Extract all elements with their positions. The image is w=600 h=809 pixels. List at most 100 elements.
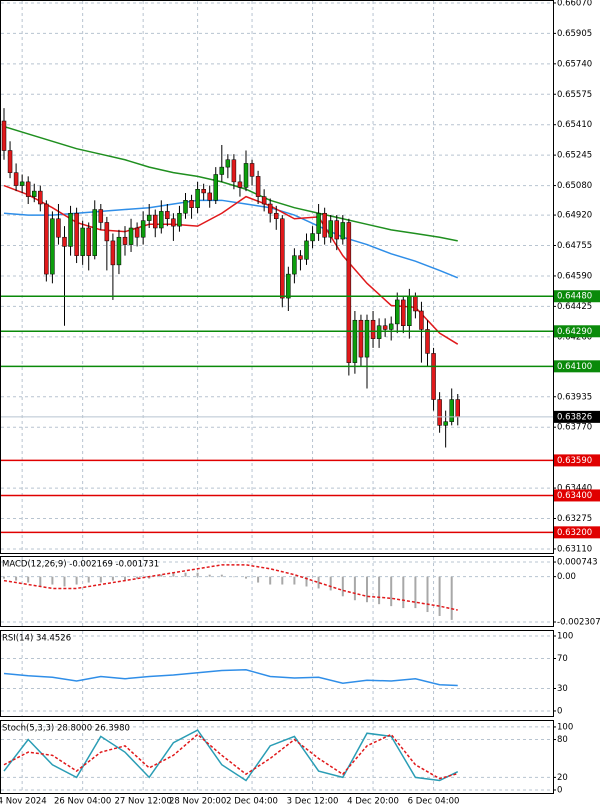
y-tick-label: 0.000743 <box>557 558 598 568</box>
level-label: 0.64100 <box>557 362 592 372</box>
panel-frame <box>0 0 554 554</box>
level-label: 0.64480 <box>557 292 592 302</box>
candle-body <box>286 273 291 299</box>
candle-body <box>388 323 394 330</box>
candle-body <box>195 189 200 208</box>
macd-bar <box>111 576 114 581</box>
macd-bar <box>257 576 260 583</box>
candle-body <box>7 150 13 173</box>
level-tag <box>554 290 600 303</box>
macd-bar <box>63 576 66 587</box>
macd-bar <box>184 572 187 577</box>
y-tick-label: 0.64590 <box>557 271 592 281</box>
candle-body <box>140 220 146 238</box>
rsi-line <box>3 668 458 687</box>
macd-bar <box>220 574 223 577</box>
macd-bar <box>281 576 284 585</box>
candle-body <box>334 220 339 240</box>
y-tick-label: 0.64260 <box>557 332 592 342</box>
candle-body <box>134 227 140 238</box>
candle-body <box>401 299 406 326</box>
macd-bar <box>390 576 393 607</box>
macd-bar <box>124 576 126 581</box>
level-label: 0.63200 <box>557 528 592 538</box>
candle-body <box>340 222 346 240</box>
y-tick-label: 0.65410 <box>557 120 592 130</box>
candle-body <box>159 211 164 229</box>
candle-body <box>298 255 303 260</box>
panel-frame <box>0 556 554 627</box>
macd-bar <box>438 576 441 616</box>
candle-body <box>86 227 91 256</box>
candle-body <box>352 319 358 363</box>
level-tag <box>554 454 600 467</box>
candle-body <box>68 212 73 247</box>
candle-body <box>443 421 448 426</box>
y-tick-label: 0 <box>557 706 562 716</box>
macd-bar <box>378 576 381 605</box>
candle-body <box>237 181 243 188</box>
macd-bar <box>39 576 42 587</box>
candle-body <box>455 399 460 418</box>
candle-body <box>19 181 25 186</box>
candle-body <box>395 299 400 325</box>
candle-body <box>413 295 418 312</box>
y-tick-label: 100 <box>557 722 573 732</box>
panel-frame <box>0 630 554 717</box>
last-price-label: 0.63826 <box>557 412 592 422</box>
candle-body <box>74 212 79 256</box>
candle-body <box>364 319 370 358</box>
candle-body <box>177 212 182 227</box>
candle-body <box>370 319 376 339</box>
panel-title: MACD(12,26,9) -0.002169 -0.001731 <box>2 560 159 570</box>
level-tag <box>554 325 600 338</box>
y-tick-label: 0.00 <box>557 572 576 582</box>
candle-body <box>274 212 279 220</box>
candle-body <box>98 209 104 223</box>
macd-bar <box>366 576 368 603</box>
y-tick-label: 0 <box>557 785 562 795</box>
candle-body <box>128 227 134 245</box>
x-tick-label: 3 Dec 12:00 <box>287 797 339 807</box>
candle-body <box>122 236 128 245</box>
candle-body <box>32 190 37 197</box>
macd-bar <box>172 572 175 577</box>
level-label: 0.63400 <box>557 491 592 501</box>
level-label: 0.64290 <box>557 327 592 337</box>
y-tick-label: 20 <box>557 773 568 783</box>
macd-bar <box>208 574 211 577</box>
panel-frame <box>0 720 554 794</box>
macd-bar <box>232 576 235 578</box>
candle-body <box>328 220 333 238</box>
macd-signal <box>3 564 458 611</box>
macd-bar <box>426 576 429 613</box>
candle-body <box>376 325 382 339</box>
y-tick-label: 0.66070 <box>557 0 592 8</box>
y-tick-label: 70 <box>557 654 568 664</box>
panel-title: Stoch(5,3,3) 28.8000 26.3980 <box>2 724 130 734</box>
y-tick-label: 0.64920 <box>557 211 592 221</box>
macd-bar <box>450 576 453 620</box>
candle-body <box>213 174 218 201</box>
candle-body <box>419 310 424 330</box>
macd-bar <box>27 576 30 583</box>
y-tick-label: 0.63110 <box>557 544 592 554</box>
candle-body <box>92 209 97 256</box>
x-tick-label: 28 Nov 20:00 <box>169 797 226 807</box>
x-tick-label: 26 Nov 04:00 <box>54 797 111 807</box>
panel-title: RSI(14) 34.4526 <box>2 634 71 644</box>
moving-average <box>3 199 459 279</box>
candle-body <box>25 181 31 197</box>
candle-body <box>322 212 327 238</box>
macd-bar <box>293 576 296 585</box>
y-tick-label: 0.63275 <box>557 514 592 524</box>
y-tick-label: 0.65740 <box>557 59 592 69</box>
candle-body <box>292 255 297 275</box>
y-tick-label: 100 <box>557 631 573 641</box>
candle-body <box>431 353 436 400</box>
candle-body <box>171 218 176 227</box>
candle-body <box>1 120 7 151</box>
candle-body <box>56 218 61 238</box>
candle-body <box>153 214 158 229</box>
